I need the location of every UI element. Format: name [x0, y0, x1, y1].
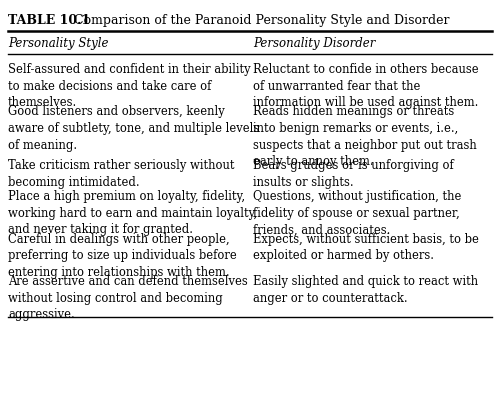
Text: Easily slighted and quick to react with
anger or to counterattack.: Easily slighted and quick to react with …: [253, 275, 478, 304]
Text: Self-assured and confident in their ability
to make decisions and take care of
t: Self-assured and confident in their abil…: [8, 63, 250, 109]
Text: Questions, without justification, the
fidelity of spouse or sexual partner,
frie: Questions, without justification, the fi…: [253, 190, 462, 236]
Text: Personality Style: Personality Style: [8, 37, 108, 50]
Text: Reluctant to confide in others because
of unwarranted fear that the
information : Reluctant to confide in others because o…: [253, 63, 478, 109]
Text: Good listeners and observers, keenly
aware of subtlety, tone, and multiple level: Good listeners and observers, keenly awa…: [8, 105, 259, 151]
Text: Bears grudges or is unforgiving of
insults or slights.: Bears grudges or is unforgiving of insul…: [253, 159, 454, 189]
Text: Personality Disorder: Personality Disorder: [253, 37, 376, 50]
Text: TABLE 10.1: TABLE 10.1: [8, 14, 90, 27]
Text: Reads hidden meanings or threats
into benign remarks or events, i.e.,
suspects t: Reads hidden meanings or threats into be…: [253, 105, 477, 168]
Text: Careful in dealings with other people,
preferring to size up individuals before
: Careful in dealings with other people, p…: [8, 232, 237, 278]
Text: Comparison of the Paranoid Personality Style and Disorder: Comparison of the Paranoid Personality S…: [66, 14, 450, 27]
Text: Expects, without sufficient basis, to be
exploited or harmed by others.: Expects, without sufficient basis, to be…: [253, 232, 479, 262]
Text: Take criticism rather seriously without
becoming intimidated.: Take criticism rather seriously without …: [8, 159, 234, 189]
Text: Place a high premium on loyalty, fidelity,
working hard to earn and maintain loy: Place a high premium on loyalty, fidelit…: [8, 190, 257, 236]
Text: Are assertive and can defend themselves
without losing control and becoming
aggr: Are assertive and can defend themselves …: [8, 275, 248, 321]
